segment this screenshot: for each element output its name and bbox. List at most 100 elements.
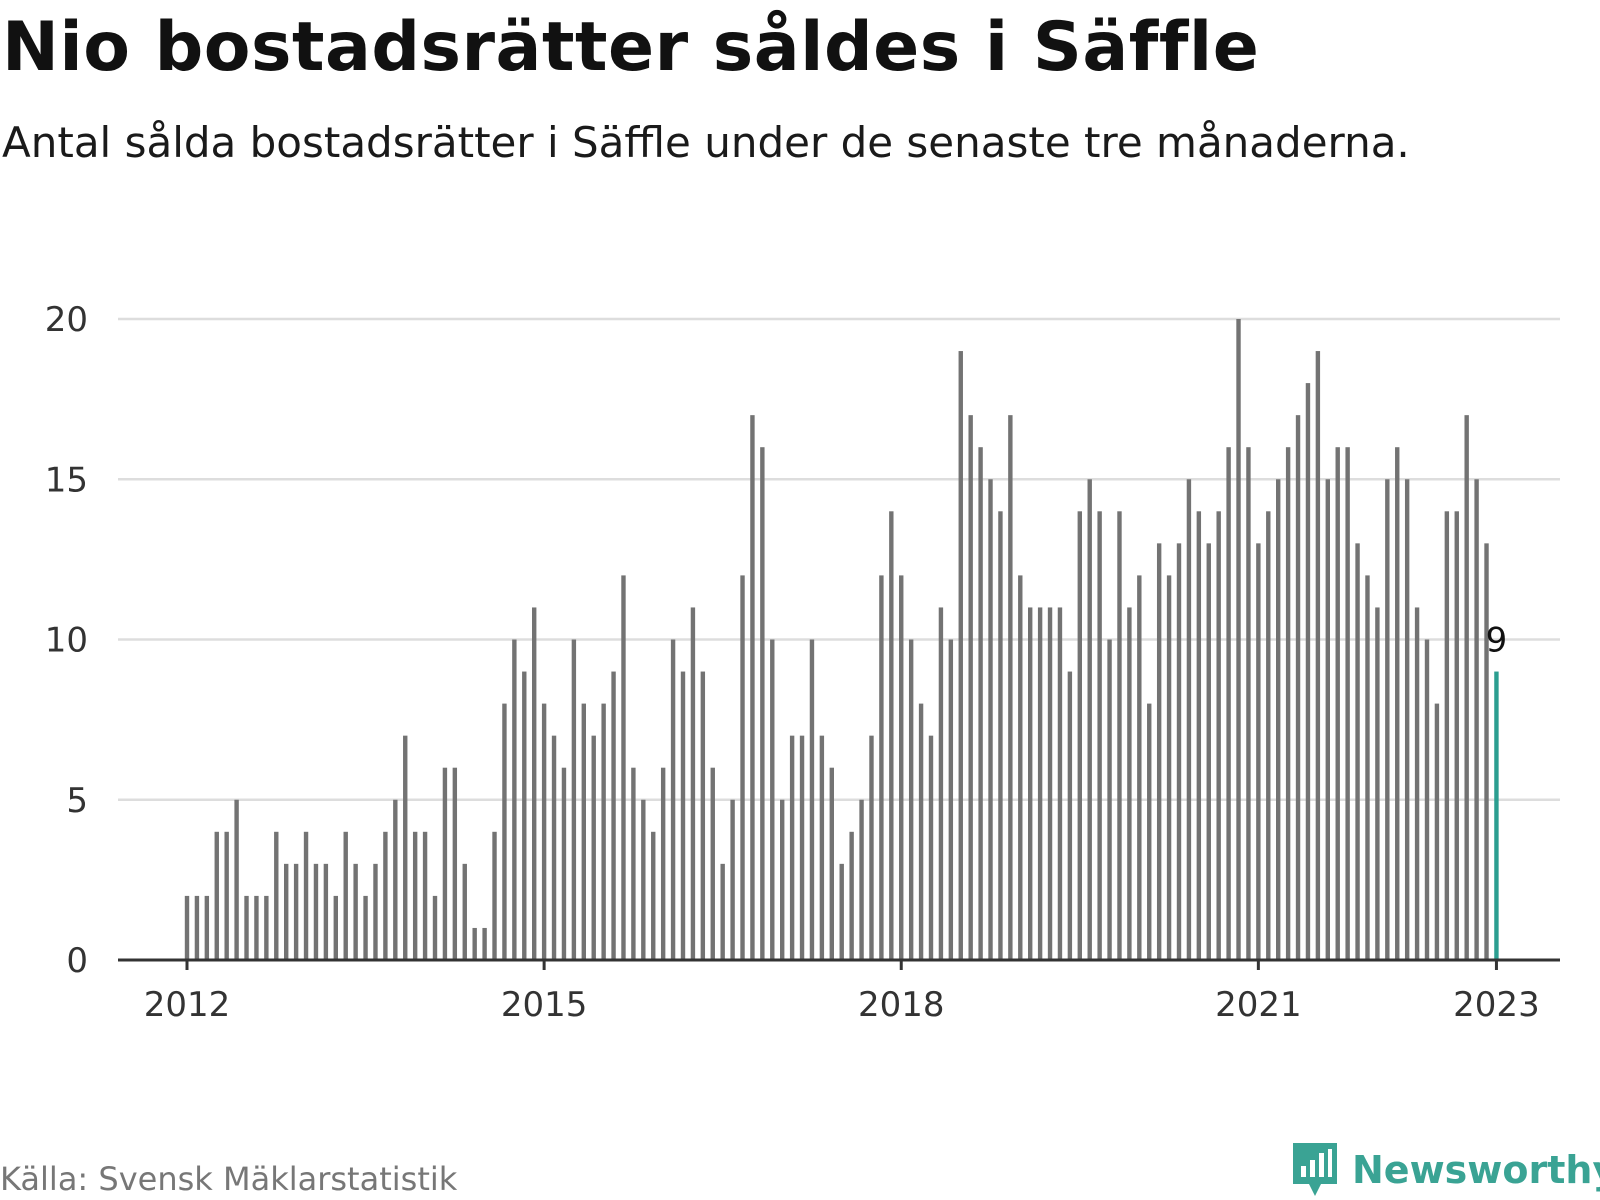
bar	[809, 639, 815, 960]
bar	[512, 639, 517, 960]
bar	[1057, 607, 1063, 960]
bar	[1156, 543, 1162, 960]
bar	[1107, 639, 1112, 960]
bar	[204, 895, 210, 960]
bar	[1226, 447, 1231, 960]
x-tick-label: 2023	[1453, 985, 1540, 1025]
bar	[1444, 511, 1450, 960]
bar	[998, 511, 1003, 960]
bar	[234, 799, 239, 960]
gridlines	[118, 317, 1560, 801]
x-tick-label: 2021	[1215, 985, 1302, 1025]
bar	[829, 767, 834, 960]
bar	[422, 831, 428, 960]
bar	[948, 639, 954, 960]
bar	[591, 735, 596, 960]
newsworthy-logo-icon	[1293, 1143, 1337, 1196]
bar	[353, 863, 358, 960]
bar	[988, 479, 993, 960]
bar	[284, 863, 289, 960]
bar	[264, 895, 269, 960]
bar	[1087, 479, 1092, 960]
bar	[502, 703, 507, 960]
bar	[1385, 479, 1390, 960]
bar	[333, 895, 338, 960]
bar	[1008, 415, 1013, 960]
bar	[1127, 607, 1132, 960]
chart-title: Nio bostadsrätter såldes i Säffle	[2, 8, 1260, 87]
bar	[472, 927, 477, 960]
bar	[1345, 447, 1350, 960]
bar	[1256, 543, 1261, 960]
x-tick-label: 2015	[501, 985, 588, 1025]
bar	[660, 767, 666, 960]
bar	[1325, 479, 1330, 960]
bar	[1117, 511, 1122, 960]
bar	[879, 575, 884, 960]
bar	[1285, 447, 1291, 960]
bar	[1464, 415, 1469, 960]
bar	[293, 863, 299, 960]
bar	[710, 767, 715, 960]
bar	[373, 863, 378, 960]
bar	[214, 831, 219, 960]
bar	[1404, 479, 1410, 960]
bar	[978, 447, 983, 960]
bar	[1097, 511, 1102, 960]
bar	[383, 831, 388, 960]
bar	[958, 351, 963, 960]
bar	[1365, 575, 1370, 960]
y-tick-label: 5	[66, 781, 88, 821]
bar	[541, 703, 547, 960]
bar	[899, 575, 904, 960]
bar	[849, 831, 854, 960]
bar	[254, 895, 259, 960]
bar	[1335, 447, 1340, 960]
bar	[532, 607, 537, 960]
bar	[1236, 319, 1241, 960]
bar	[343, 831, 348, 960]
bar	[740, 575, 745, 960]
bar	[1077, 511, 1082, 960]
bar	[601, 703, 606, 960]
bar-highlight	[1494, 671, 1499, 960]
y-tick-label: 0	[66, 941, 88, 981]
bar	[770, 639, 775, 960]
brand-name: Newsworthy	[1352, 1148, 1600, 1192]
bar	[442, 767, 448, 960]
x-tick-label: 2018	[858, 985, 945, 1025]
highlight-value-label: 9	[1486, 621, 1508, 661]
bar	[928, 735, 934, 960]
bar	[641, 799, 646, 960]
bar	[869, 735, 874, 960]
bar	[918, 703, 924, 960]
bar	[561, 767, 567, 960]
bar	[1137, 575, 1142, 960]
bar	[1474, 479, 1479, 960]
bar	[1295, 415, 1301, 960]
bar	[1266, 511, 1271, 960]
bar	[1424, 639, 1430, 960]
bar	[908, 639, 914, 960]
bar	[522, 671, 527, 960]
bar	[1018, 575, 1023, 960]
bar	[1484, 543, 1489, 960]
bar	[1037, 607, 1043, 960]
bar	[274, 831, 279, 960]
bar	[720, 863, 725, 960]
bar	[303, 831, 309, 960]
bar	[551, 735, 557, 960]
brand-logo: Newsworthy	[1290, 1140, 1600, 1200]
bar	[313, 863, 319, 960]
y-tick-label: 20	[45, 300, 88, 340]
bar	[1434, 703, 1440, 960]
bar	[1206, 543, 1211, 960]
bar	[412, 831, 418, 960]
x-axis	[118, 958, 1560, 970]
bar	[1028, 607, 1033, 960]
y-tick-label: 10	[45, 621, 88, 661]
bar	[1305, 383, 1311, 961]
bar	[680, 671, 686, 960]
bar	[363, 895, 368, 960]
source-note: Källa: Svensk Mäklarstatistik	[0, 1160, 458, 1198]
